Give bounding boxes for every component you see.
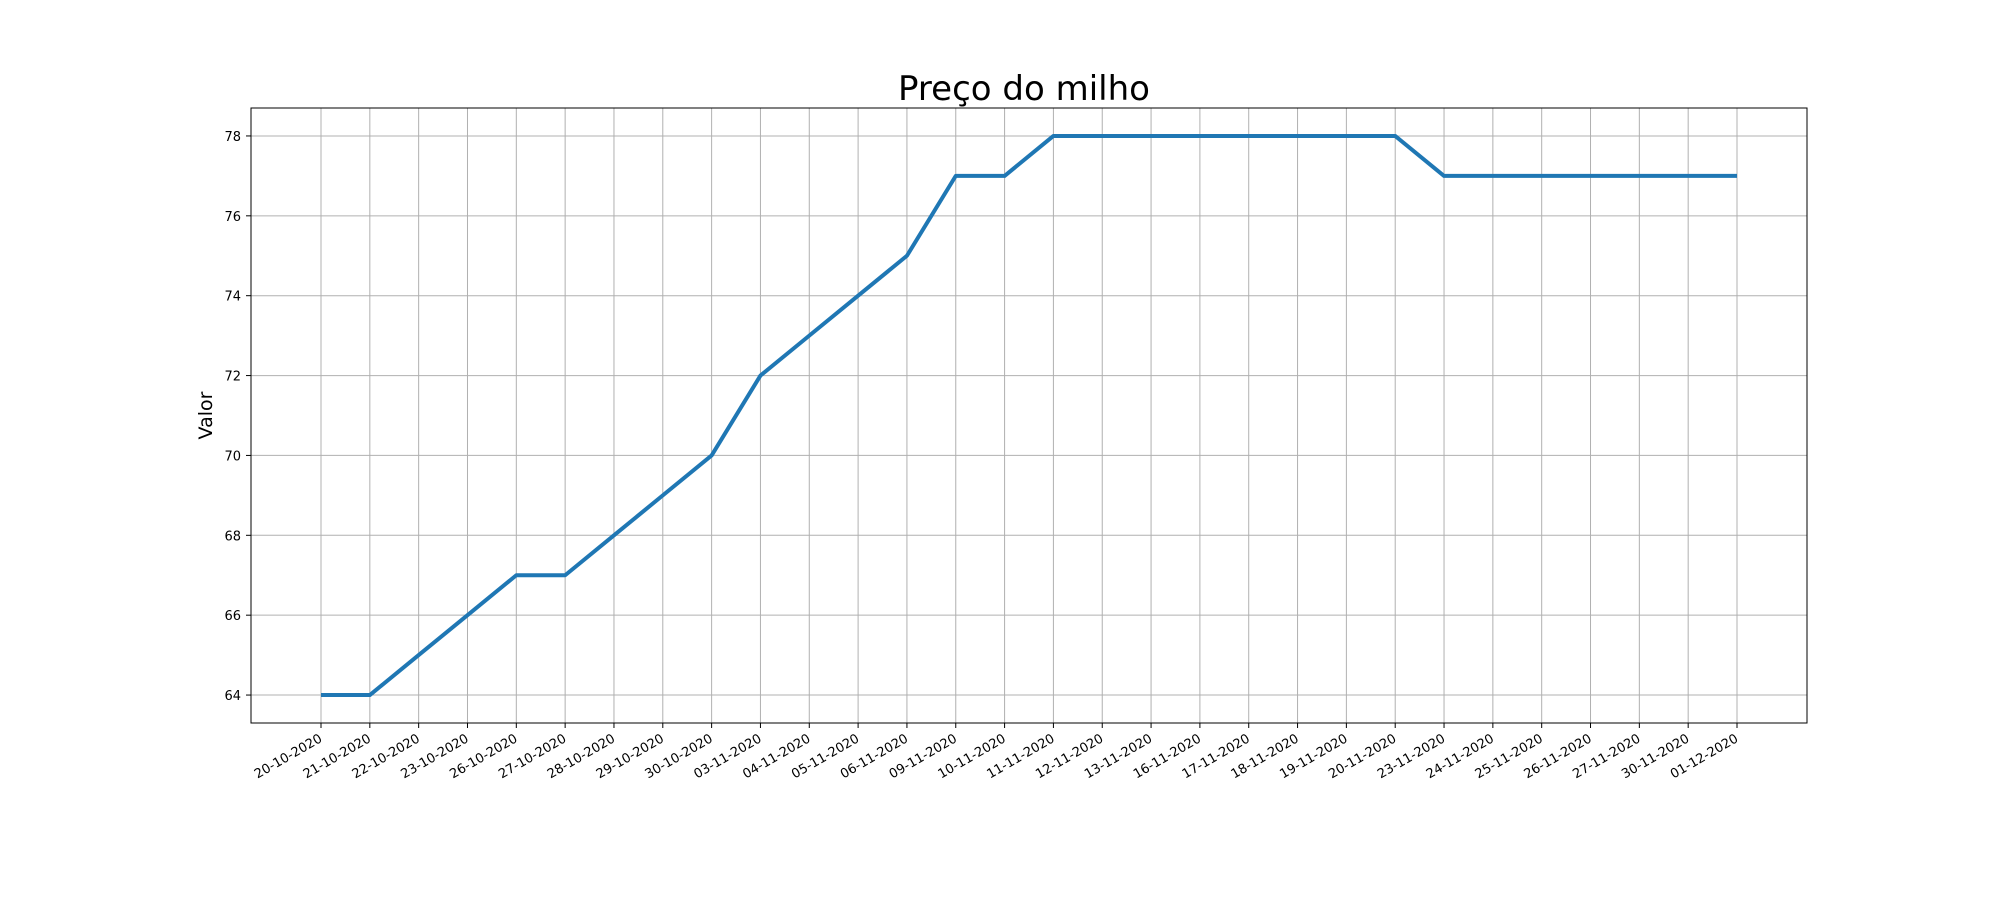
y-tick-label: 68 — [224, 529, 241, 544]
series-lines — [321, 133, 1737, 698]
series-line — [321, 133, 1737, 698]
plot-frame — [250, 107, 1808, 724]
x-axis: 20-10-202021-10-202022-10-202023-10-2020… — [252, 723, 1741, 782]
y-tick-label: 70 — [224, 449, 241, 464]
y-tick-label: 76 — [224, 210, 241, 225]
y-tick-label: 72 — [224, 370, 241, 385]
y-tick-label: 66 — [224, 609, 241, 624]
plot-area — [250, 107, 1808, 724]
chart-title: Preço do milho — [898, 69, 1150, 109]
y-axis: 64 66 68 70 72 74 76 78 — [224, 130, 251, 704]
y-tick-label: 64 — [224, 689, 241, 704]
grid-lines — [251, 108, 1807, 723]
y-tick-label: 74 — [224, 290, 241, 305]
y-tick-label: 78 — [224, 130, 241, 145]
y-axis-label: Valor — [195, 391, 217, 439]
